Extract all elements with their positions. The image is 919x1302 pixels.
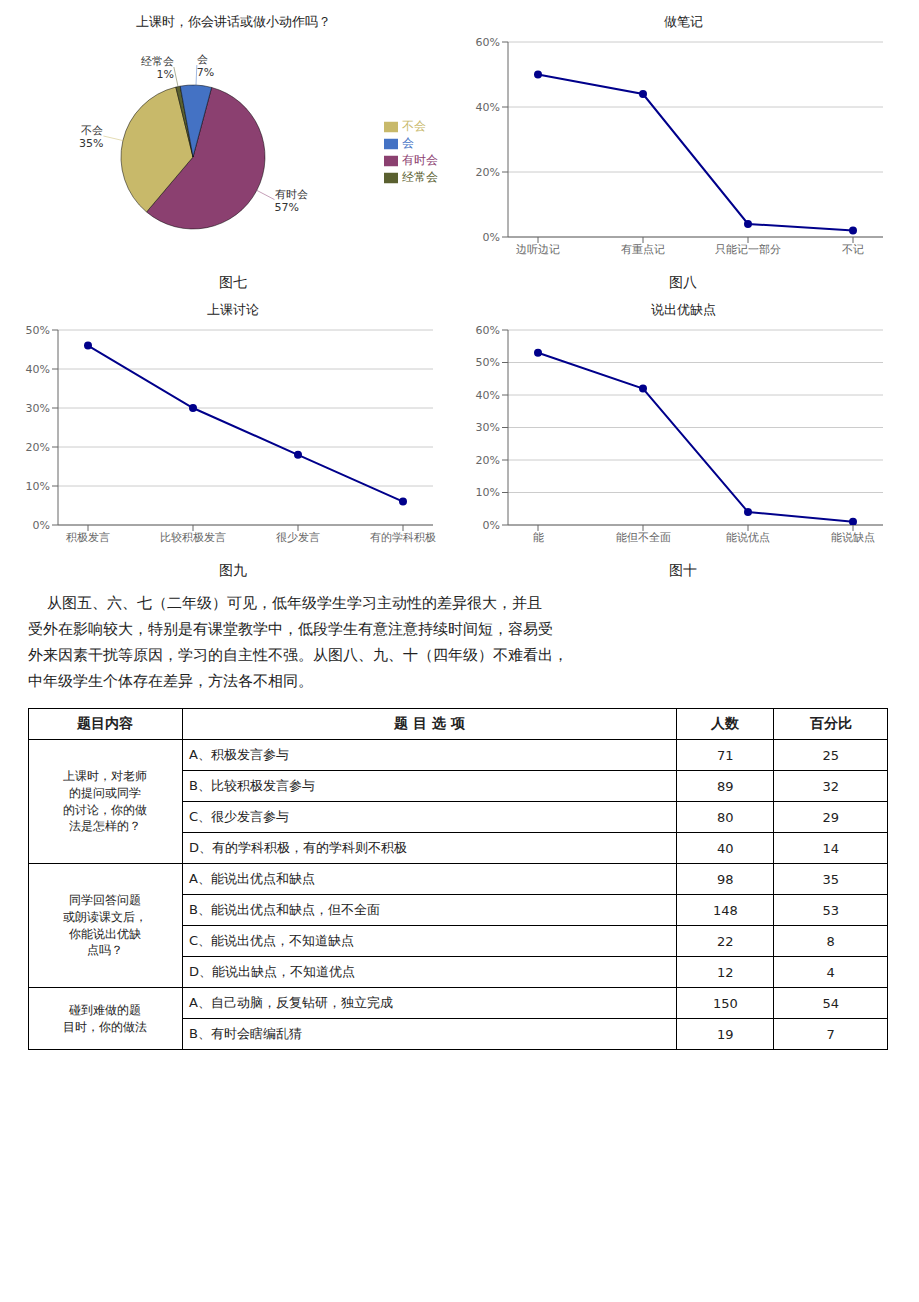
- svg-text:能说缺点: 能说缺点: [831, 531, 875, 544]
- svg-text:10%: 10%: [476, 486, 500, 499]
- html-text:14: 14: [822, 840, 839, 856]
- svg-text:0%: 0%: [483, 519, 500, 532]
- html-text:B、有时会瞎编乱猜: B、有时会瞎编乱猜: [189, 1026, 302, 1041]
- svg-text:有重点记: 有重点记: [621, 243, 665, 256]
- svg-text:比较积极发言: 比较积极发言: [160, 531, 226, 544]
- html-text:148: 148: [712, 902, 738, 918]
- html-text:25: 25: [822, 747, 839, 763]
- html-text:C、很少发言参与: C、很少发言参与: [189, 809, 290, 824]
- html-text:D、有的学科积极，有的学科则不积极: D、有的学科积极，有的学科则不积极: [189, 840, 407, 855]
- html-text:B、能说出优点和缺点，但不全面: B、能说出优点和缺点，但不全面: [189, 902, 380, 917]
- html-text:上课讨论: 上课讨论: [207, 302, 259, 317]
- svg-text:很少发言: 很少发言: [276, 531, 320, 544]
- svg-text:不记: 不记: [842, 243, 864, 256]
- html-text:图八: 图八: [669, 274, 697, 290]
- html-text:A、能说出优点和缺点: A、能说出优点和缺点: [189, 871, 315, 886]
- svg-text:40%: 40%: [26, 363, 50, 376]
- svg-text:10%: 10%: [26, 480, 50, 493]
- html-text:同学回答问题 或朗读课文后， 你能说出优缺 点吗？: 同学回答问题 或朗读课文后， 你能说出优缺 点吗？: [63, 892, 148, 958]
- svg-text:能但不全面: 能但不全面: [616, 531, 671, 544]
- svg-text:60%: 60%: [476, 36, 500, 49]
- html-text:54: 54: [822, 995, 839, 1011]
- svg-text:有的学科积极: 有的学科积极: [370, 531, 436, 544]
- html-text:题 目 选 项: 题 目 选 项: [394, 715, 465, 731]
- html-text:32: 32: [822, 778, 839, 794]
- html-text:80: 80: [717, 809, 734, 825]
- html-text:中年级学生个体存在差异，方法各不相同。: 中年级学生个体存在差异，方法各不相同。: [28, 672, 313, 690]
- svg-text:只能记一部分: 只能记一部分: [715, 243, 781, 256]
- svg-text:边听边记: 边听边记: [516, 243, 560, 256]
- svg-text:50%: 50%: [476, 356, 500, 369]
- html-text:不会: 不会: [402, 119, 426, 133]
- svg-text:20%: 20%: [476, 166, 500, 179]
- html-text:53: 53: [822, 902, 839, 918]
- html-text:40: 40: [717, 840, 734, 856]
- html-text:说出优缺点: 说出优缺点: [650, 302, 716, 317]
- svg-text:30%: 30%: [26, 402, 50, 415]
- svg-text:积极发言: 积极发言: [66, 531, 110, 544]
- html-text:A、自己动脑，反复钻研，独立完成: A、自己动脑，反复钻研，独立完成: [189, 995, 393, 1010]
- svg-text:30%: 30%: [476, 421, 500, 434]
- html-text:经常会: 经常会: [402, 170, 438, 184]
- html-text:8: 8: [826, 933, 835, 949]
- svg-text:能说优点: 能说优点: [726, 531, 770, 544]
- html-text:碰到难做的题 目时，你的做法: 碰到难做的题 目时，你的做法: [63, 1002, 148, 1034]
- html-text:7: 7: [826, 1026, 835, 1042]
- html-text:29: 29: [822, 809, 839, 825]
- svg-text:有时会57%: 有时会57%: [275, 188, 308, 214]
- html-text:89: 89: [717, 778, 734, 794]
- svg-text:40%: 40%: [476, 101, 500, 114]
- html-text:题目内容: 题目内容: [77, 715, 134, 731]
- svg-text:50%: 50%: [26, 324, 50, 337]
- html-text:98: 98: [717, 871, 734, 887]
- html-text:C、能说出优点，不知道缺点: C、能说出优点，不知道缺点: [189, 933, 355, 948]
- html-text:有时会: 有时会: [402, 153, 438, 167]
- svg-text:20%: 20%: [476, 454, 500, 467]
- svg-text:0%: 0%: [33, 519, 50, 532]
- html-text:图七: 图七: [219, 274, 247, 290]
- svg-text:能: 能: [533, 531, 544, 544]
- svg-text:经常会1%: 经常会1%: [141, 55, 174, 81]
- html-text:4: 4: [826, 964, 835, 980]
- svg-text:0%: 0%: [483, 231, 500, 244]
- svg-text:40%: 40%: [476, 389, 500, 402]
- html-text:19: 19: [717, 1026, 734, 1042]
- svg-text:不会35%: 不会35%: [79, 124, 103, 150]
- html-text:上课时，对老师 的提问或同学 的讨论，你的做 法是怎样的？: 上课时，对老师 的提问或同学 的讨论，你的做 法是怎样的？: [63, 768, 148, 834]
- html-text:人数: 人数: [711, 715, 740, 731]
- svg-text:60%: 60%: [476, 324, 500, 337]
- svg-text:会7%: 会7%: [197, 53, 214, 79]
- html-text:D、能说出缺点，不知道优点: D、能说出缺点，不知道优点: [189, 964, 355, 979]
- html-text:A、积极发言参与: A、积极发言参与: [189, 747, 289, 762]
- html-text:71: 71: [717, 747, 734, 763]
- html-text:会: 会: [402, 136, 414, 150]
- html-text:做笔记: 做笔记: [663, 14, 703, 29]
- html-text:图九: 图九: [219, 562, 247, 578]
- html-text:22: 22: [717, 933, 734, 949]
- html-text:受外在影响较大，特别是有课堂教学中，低段学生有意注意持续时间: 受外在影响较大，特别是有课堂教学中，低段学生有意注意持续时间短，容易受: [28, 620, 553, 638]
- svg-text:20%: 20%: [26, 441, 50, 454]
- html-text:百分比: 百分比: [809, 715, 852, 731]
- html-text:B、比较积极发言参与: B、比较积极发言参与: [189, 778, 315, 793]
- html-text:150: 150: [712, 995, 738, 1011]
- html-text:从图五、六、七（二年级）可见，低年级学生学习主动性的差异很大: 从图五、六、七（二年级）可见，低年级学生学习主动性的差异很大，并且: [28, 594, 543, 612]
- html-text:图十: 图十: [669, 562, 697, 578]
- html-text:外来因素干扰等原因，学习的自主性不强。从图八、九、十（四年级: 外来因素干扰等原因，学习的自主性不强。从图八、九、十（四年级）不难看出，: [28, 646, 568, 664]
- html-text:上课时，你会讲话或做小动作吗？: 上课时，你会讲话或做小动作吗？: [135, 14, 331, 29]
- html-text:12: 12: [717, 964, 734, 980]
- html-text:35: 35: [822, 871, 839, 887]
